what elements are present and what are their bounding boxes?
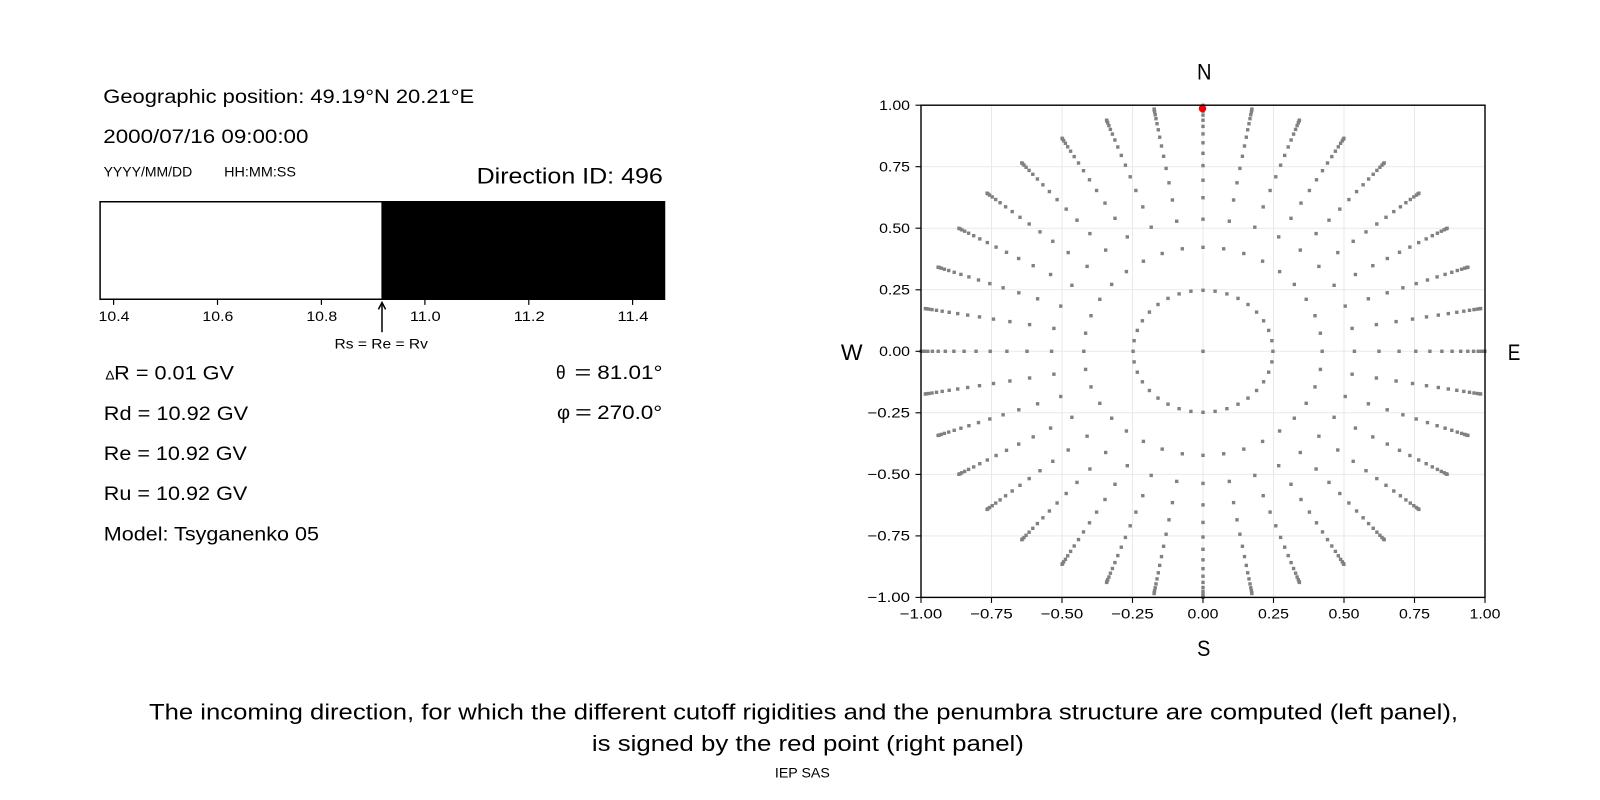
svg-text:11.2: 11.2 <box>514 308 545 324</box>
svg-text:10.8: 10.8 <box>306 308 337 324</box>
svg-text:S: S <box>1197 636 1210 661</box>
svg-text:−1.00: −1.00 <box>867 589 910 605</box>
svg-text:1.00: 1.00 <box>879 97 910 113</box>
svg-text:11.4: 11.4 <box>618 308 649 324</box>
svg-text:−0.25: −0.25 <box>1111 605 1154 621</box>
svg-text:−1.00: −1.00 <box>900 605 943 621</box>
svg-text:E: E <box>1508 340 1521 365</box>
svg-text:2000/07/16 09:00:00: 2000/07/16 09:00:00 <box>103 126 308 148</box>
svg-text:−0.50: −0.50 <box>867 466 910 482</box>
svg-text:0.50: 0.50 <box>879 220 910 236</box>
svg-text:11.0: 11.0 <box>410 308 441 324</box>
svg-text:N: N <box>1197 60 1212 85</box>
svg-text:W: W <box>841 340 864 365</box>
svg-text:0.00: 0.00 <box>1188 605 1219 621</box>
svg-text:−0.50: −0.50 <box>1041 605 1084 621</box>
svg-text:θ=81.01°: θ = 81.01° <box>556 362 663 384</box>
svg-text:Rd = 10.92 GV: Rd = 10.92 GV <box>104 403 249 425</box>
svg-text:0.75: 0.75 <box>1399 605 1430 621</box>
svg-text:φ=270.0°: φ = 270.0° <box>557 402 662 424</box>
svg-text:YYYY/MM/DD: YYYY/MM/DD <box>104 163 193 179</box>
svg-text:−0.75: −0.75 <box>867 528 910 544</box>
svg-text:0.00: 0.00 <box>879 343 910 359</box>
svg-text:1.00: 1.00 <box>1470 605 1501 621</box>
svg-text:IEP SAS: IEP SAS <box>775 765 830 781</box>
svg-text:0.50: 0.50 <box>1329 605 1360 621</box>
svg-text:−0.25: −0.25 <box>867 405 910 421</box>
svg-text:HH:MM:SS: HH:MM:SS <box>224 163 296 179</box>
svg-text:10.6: 10.6 <box>202 308 233 324</box>
svg-text:Direction ID: 496: Direction ID: 496 <box>477 164 663 189</box>
svg-text:0.25: 0.25 <box>1258 605 1289 621</box>
svg-text:The incoming direction, for wh: The incoming direction, for which the di… <box>149 700 1458 725</box>
svg-text:Re = 10.92 GV: Re = 10.92 GV <box>104 443 248 465</box>
svg-text:0.75: 0.75 <box>879 158 910 174</box>
svg-text:0.25: 0.25 <box>879 282 910 298</box>
svg-text:∆R = 0.01 GV: ∆R = 0.01 GV <box>106 363 235 385</box>
svg-text:10.4: 10.4 <box>99 308 130 324</box>
svg-text:Model: Tsyganenko 05: Model: Tsyganenko 05 <box>104 523 319 545</box>
svg-text:Rs = Re = Rv: Rs = Re = Rv <box>335 336 428 352</box>
svg-text:Ru = 10.92 GV: Ru = 10.92 GV <box>104 483 248 505</box>
svg-text:Geographic position: 49.19°N 2: Geographic position: 49.19°N 20.21°E <box>103 86 474 108</box>
svg-text:−0.75: −0.75 <box>970 605 1013 621</box>
svg-text:is signed by the red point (ri: is signed by the red point (right panel) <box>592 731 1024 756</box>
